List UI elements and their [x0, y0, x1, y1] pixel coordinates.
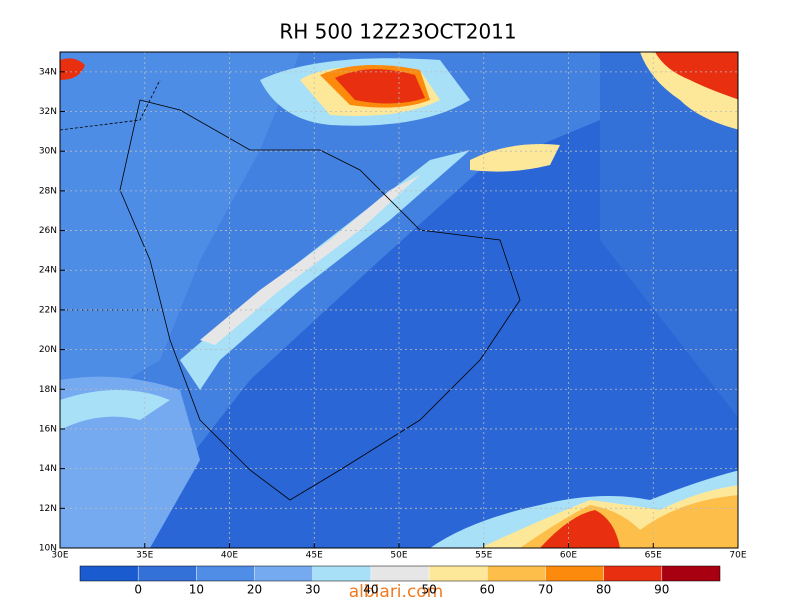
- y-tick-label: 14N: [39, 464, 57, 474]
- colorbar-box: [487, 566, 546, 581]
- colorbar-label: 80: [596, 583, 611, 597]
- x-tick-label: 50E: [390, 551, 407, 561]
- x-tick-label: 65E: [645, 551, 662, 561]
- colorbar-label: 20: [247, 583, 262, 597]
- x-tick-label: 55E: [475, 551, 492, 561]
- x-tick-label: 45E: [306, 551, 323, 561]
- colorbar-label: 0: [134, 583, 142, 597]
- x-tick-label: 40E: [221, 551, 238, 561]
- y-tick-label: 24N: [39, 266, 57, 276]
- x-tick-label: 35E: [136, 551, 153, 561]
- colorbar-box: [429, 566, 488, 581]
- colorbar-box: [661, 566, 720, 581]
- colorbar-box: [603, 566, 662, 581]
- field: [60, 52, 738, 548]
- colorbar-label: 40: [363, 583, 378, 597]
- x-tick-label: 70E: [729, 551, 746, 561]
- colorbar-box: [312, 566, 371, 581]
- y-tick-label: 30N: [39, 147, 57, 157]
- colorbar-box: [138, 566, 197, 581]
- y-tick-label: 28N: [39, 186, 57, 196]
- colorbar-box: [196, 566, 255, 581]
- y-tick-label: 18N: [39, 385, 57, 395]
- y-tick-label: 20N: [39, 345, 57, 355]
- y-tick-label: 16N: [39, 424, 57, 434]
- y-tick-label: 26N: [39, 226, 57, 236]
- y-tick-label: 22N: [39, 305, 57, 315]
- colorbar-label: 30: [305, 583, 320, 597]
- y-tick-label: 12N: [39, 504, 57, 514]
- colorbar-frame: [79, 565, 721, 582]
- watermark: albiari.com: [349, 582, 444, 600]
- y-tick-label: 32N: [39, 107, 57, 117]
- colorbar-box: [80, 566, 139, 581]
- colorbar-label: 60: [480, 583, 495, 597]
- x-tick-label: 60E: [560, 551, 577, 561]
- y-tick-label: 34N: [39, 67, 57, 77]
- colorbar-label: 50: [421, 583, 436, 597]
- colorbar-label: 10: [189, 583, 204, 597]
- y-tick-label: 10N: [39, 544, 57, 554]
- colorbar-box: [545, 566, 604, 581]
- colorbar-label: 90: [654, 583, 669, 597]
- colorbar-box: [254, 566, 313, 581]
- x-tick-label: 30E: [51, 551, 68, 561]
- title: RH 500 12Z23OCT2011: [279, 20, 516, 44]
- colorbar-label: 70: [538, 583, 553, 597]
- colorbar-box: [370, 566, 430, 581]
